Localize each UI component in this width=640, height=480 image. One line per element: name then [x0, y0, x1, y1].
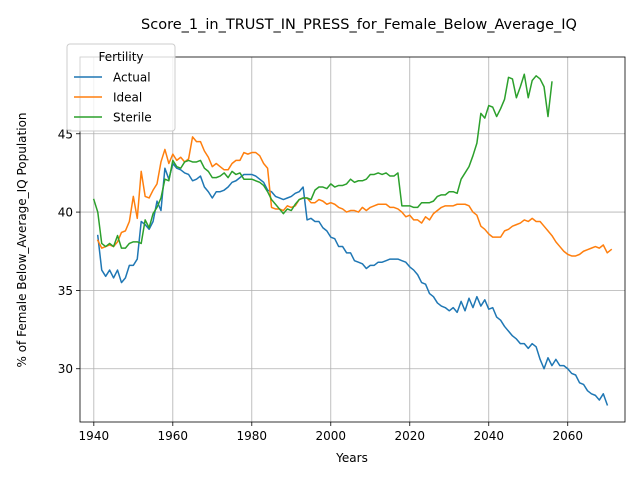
x-tick-label: 2060	[552, 429, 583, 443]
legend-label-actual: Actual	[113, 71, 151, 85]
series-line-sterile	[92, 73, 553, 249]
legend-label-ideal: Ideal	[113, 91, 142, 105]
y-tick-label: 35	[58, 284, 73, 298]
chart-title: Score_1_in_TRUST_IN_PRESS_for_Female_Bel…	[141, 17, 577, 33]
x-tick-label: 2040	[473, 429, 504, 443]
series-lines	[92, 73, 613, 406]
x-tick-label: 2020	[394, 429, 425, 443]
x-tick-label: 1980	[237, 429, 268, 443]
x-tick-label: 1960	[158, 429, 189, 443]
y-tick-label: 30	[58, 362, 73, 376]
series-line-actual	[96, 162, 609, 406]
grid	[80, 57, 625, 422]
plot-frame	[79, 56, 626, 423]
y-axis-label: % of Female Below_Average_IQ Population	[15, 112, 29, 367]
series-line-ideal	[96, 136, 613, 257]
x-axis-label: Years	[335, 451, 368, 465]
legend-label-sterile: Sterile	[113, 111, 152, 125]
legend-title: Fertility	[98, 50, 143, 64]
y-tick-label: 40	[58, 206, 73, 220]
x-tick-label: 2000	[316, 429, 347, 443]
legend-box	[66, 43, 176, 132]
legend: Fertility Actual Ideal Sterile	[66, 43, 176, 132]
x-tick-label: 1940	[79, 429, 110, 443]
